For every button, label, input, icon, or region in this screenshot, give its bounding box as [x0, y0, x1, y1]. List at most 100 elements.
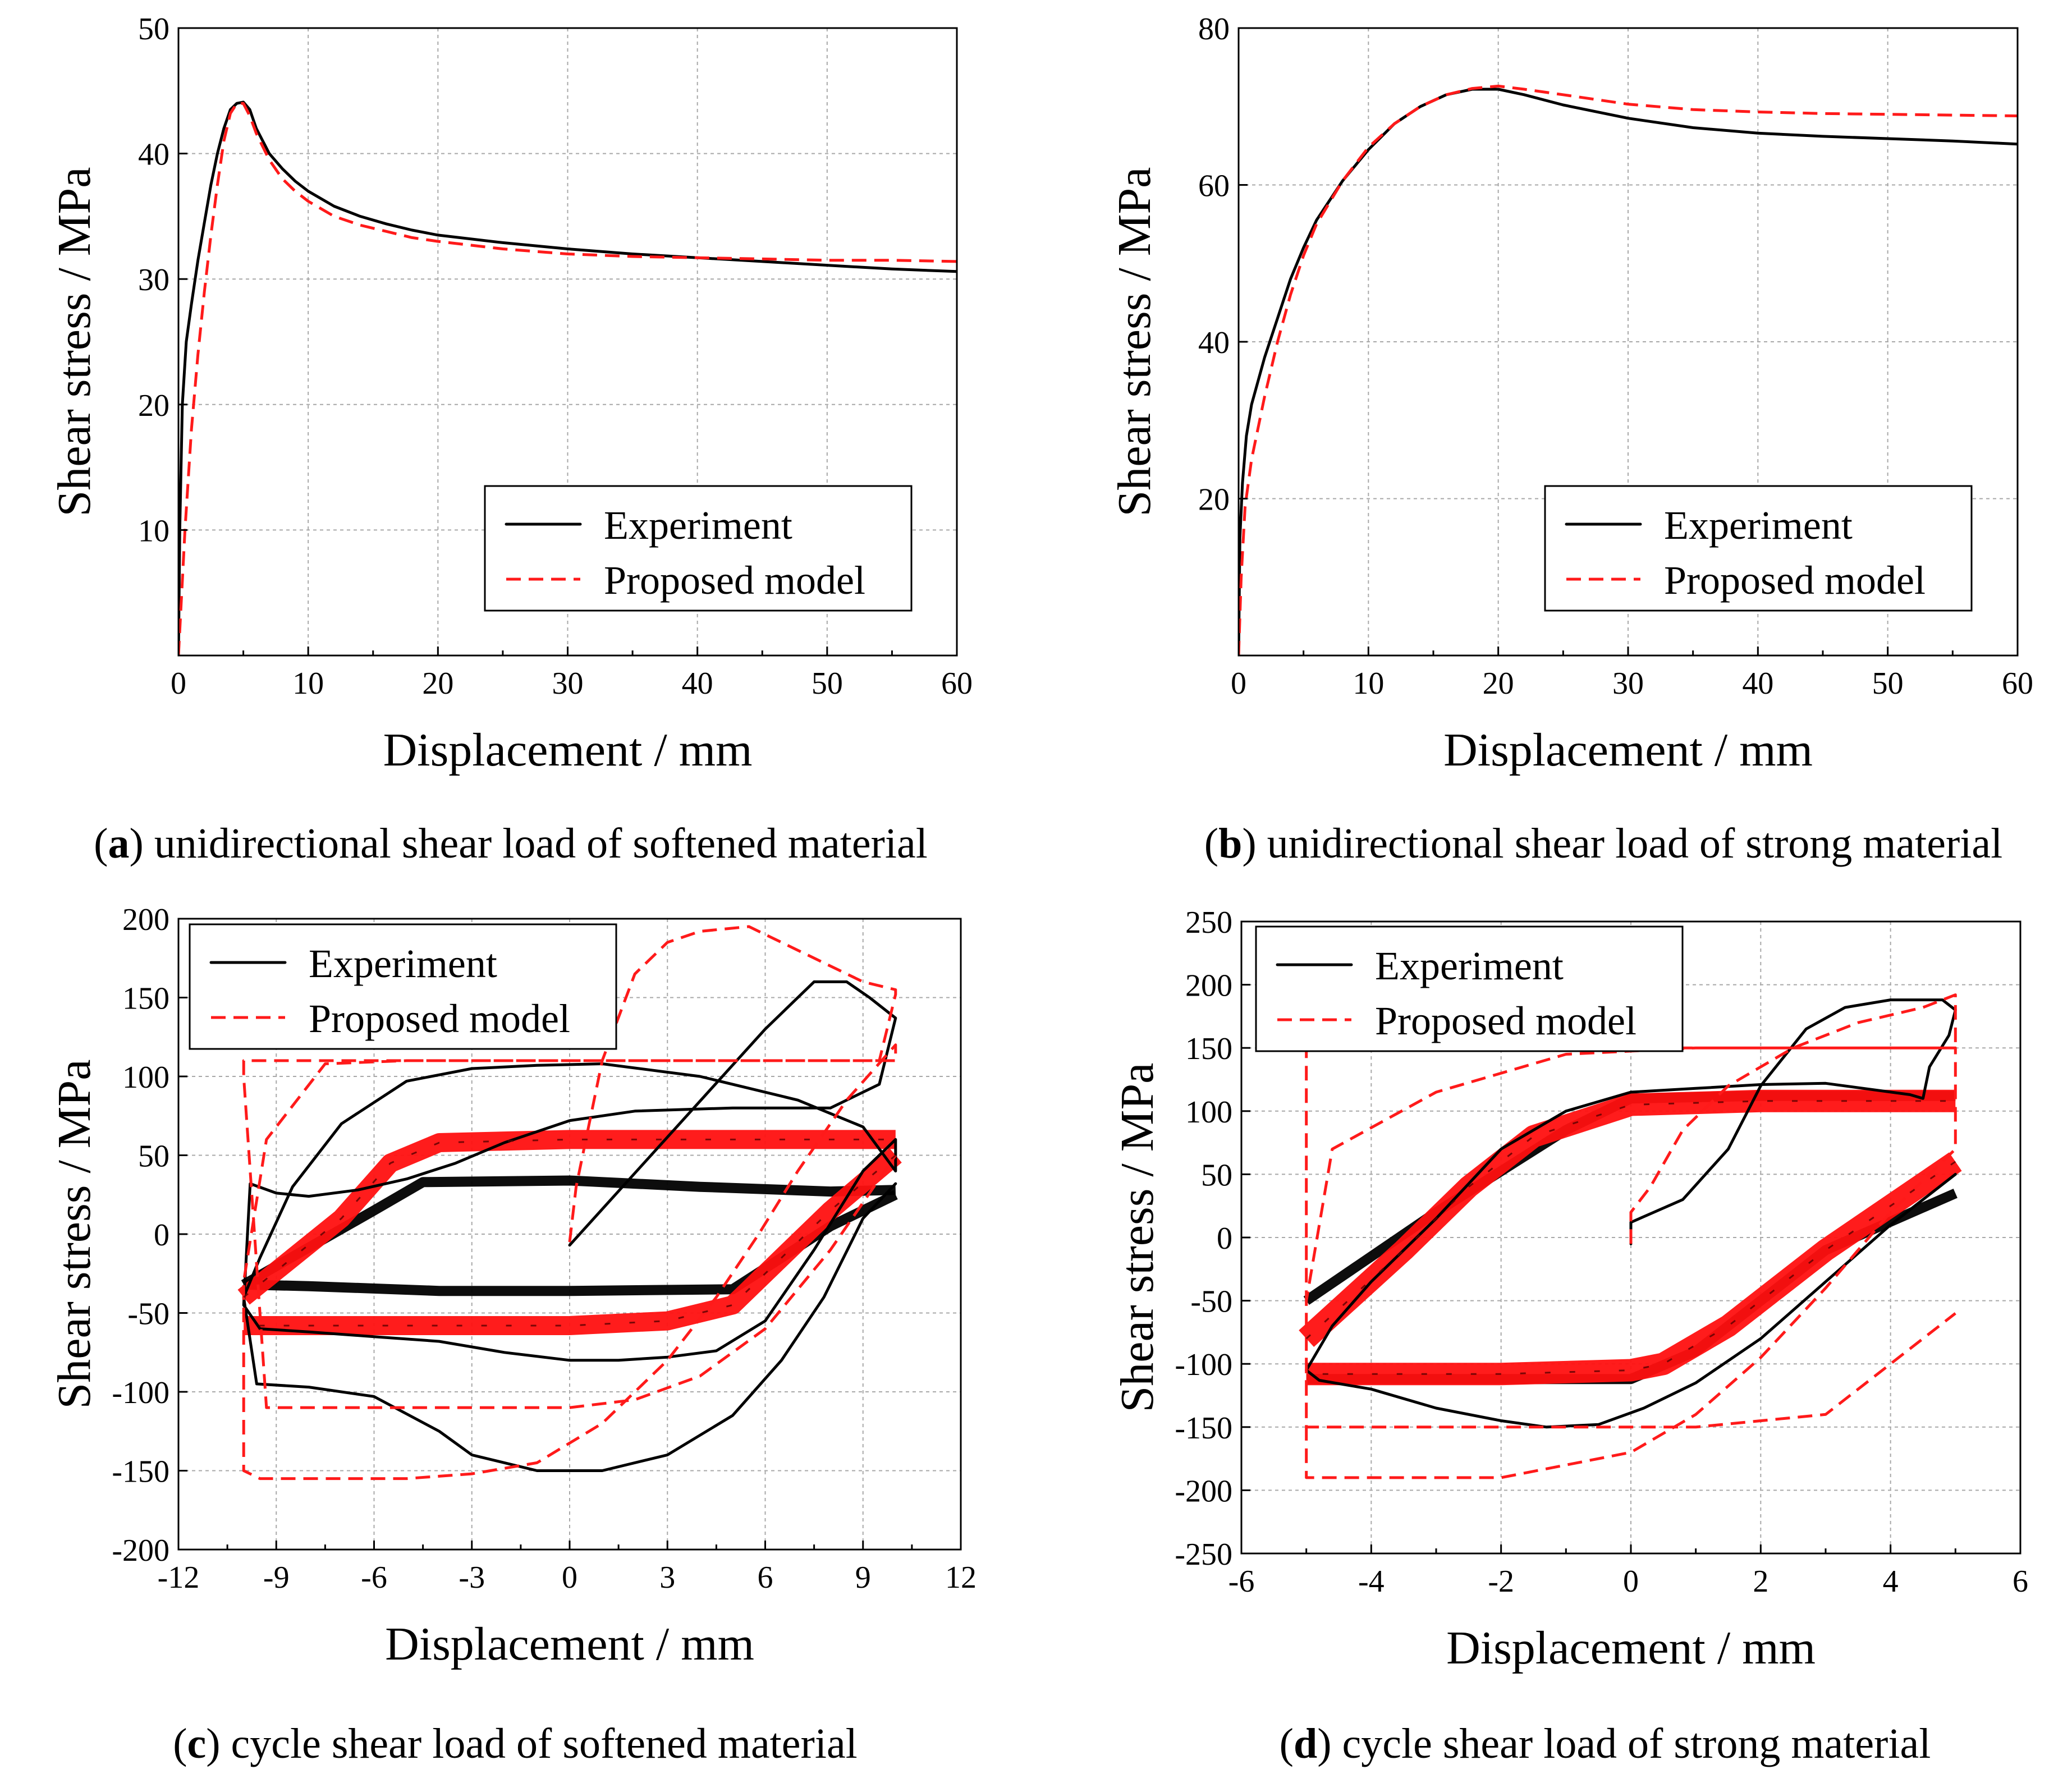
x-tick-label: 0 — [171, 666, 186, 701]
legend-box — [1255, 925, 1684, 1052]
x-tick-label: 6 — [758, 1560, 773, 1595]
x-tick-label: 50 — [1872, 666, 1904, 701]
x-tick-label: 0 — [1623, 1564, 1639, 1599]
y-tick-label: 150 — [122, 982, 169, 1016]
x-tick-label: -3 — [459, 1560, 485, 1595]
legend-box — [189, 923, 617, 1050]
y-tick-label: -150 — [112, 1455, 169, 1489]
y-tick-label: 20 — [1198, 483, 1230, 517]
legend-model-label: Proposed model — [1664, 558, 1926, 603]
x-tick-label: -12 — [158, 1560, 200, 1595]
x-tick-label: 4 — [1883, 1564, 1899, 1599]
series-group — [1239, 84, 2018, 656]
x-tick-label: 9 — [855, 1560, 871, 1595]
model-series-line — [1239, 84, 2018, 656]
legend-box — [484, 485, 913, 612]
panel-caption: (d) cycle shear load of strong material — [1280, 1720, 1931, 1767]
caption-letter: c — [187, 1720, 207, 1767]
legend: Experiment Proposed model — [189, 923, 617, 1050]
y-tick-label: 200 — [1185, 969, 1232, 1003]
legend-experiment-label: Experiment — [1664, 503, 1853, 548]
caption-paren-open: ( — [94, 820, 108, 867]
y-tick-label: -50 — [127, 1297, 169, 1332]
y-tick-label: 100 — [122, 1060, 169, 1095]
y-tick-label: -100 — [112, 1376, 169, 1410]
x-tick-label: 10 — [1353, 666, 1384, 701]
x-tick-label: 60 — [941, 666, 973, 701]
series-group — [178, 100, 957, 656]
chart-panel-b: 0 10 20 30 40 50 60 20 40 60 80 Displacement / mm Sh… — [1108, 12, 2033, 867]
model-series-line — [178, 102, 957, 656]
y-tick-label: -200 — [112, 1533, 169, 1568]
x-tick-label: 50 — [812, 666, 843, 701]
panel-caption: (b) unidirectional shear load of strong … — [1204, 820, 2002, 867]
y-tick-label: 10 — [138, 514, 169, 548]
y-tick-label: 250 — [1185, 905, 1232, 940]
legend-experiment-label: Experiment — [604, 503, 792, 548]
legend: Experiment Proposed model — [1255, 925, 1684, 1052]
caption-paren-open: ( — [1280, 1720, 1294, 1767]
y-tick-label: 0 — [1217, 1221, 1232, 1256]
series-group — [1299, 993, 1962, 1479]
x-tick-label: 40 — [1742, 666, 1773, 701]
y-tick-label: 100 — [1185, 1095, 1232, 1130]
caption-paren-close: ) — [1242, 820, 1256, 867]
series-group — [237, 925, 902, 1481]
caption-text: cycle shear load of softened material — [221, 1720, 858, 1767]
x-axis-label: Displacement / mm — [1446, 1622, 1816, 1674]
legend-model-label: Proposed model — [604, 558, 865, 603]
model-series-line — [242, 925, 897, 1481]
y-tick-label: 50 — [1201, 1158, 1232, 1193]
x-tick-label: -4 — [1358, 1564, 1385, 1599]
y-tick-label: 40 — [1198, 326, 1230, 360]
caption-text: unidirectional shear load of softened ma… — [144, 820, 928, 867]
y-tick-label: 60 — [1198, 169, 1230, 204]
legend-experiment-label: Experiment — [309, 941, 497, 986]
y-axis-label: Shear stress / MPa — [48, 1060, 100, 1409]
experiment-series-line — [1305, 998, 1957, 1429]
caption-paren-open: ( — [1204, 820, 1218, 867]
model-cycle-band — [244, 1148, 902, 1335]
chart-panel-d: -6 -4 -2 0 2 4 6 -250 -200 -150 -100 -50 0 50 100 150 20… — [1111, 905, 2028, 1767]
caption-text: unidirectional shear load of strong mate… — [1257, 820, 2003, 867]
caption-paren-close: ) — [206, 1720, 220, 1767]
y-axis-label: Shear stress / MPa — [48, 167, 100, 517]
y-tick-label: -200 — [1175, 1474, 1232, 1509]
y-axis-label: Shear stress / MPa — [1111, 1063, 1163, 1413]
x-tick-label: 60 — [2002, 666, 2033, 701]
x-tick-label: 40 — [682, 666, 713, 701]
caption-letter: b — [1218, 820, 1242, 867]
y-tick-label: 0 — [154, 1218, 169, 1253]
x-tick-label: 10 — [292, 666, 324, 701]
caption-paren-close: ) — [1317, 1720, 1331, 1767]
model-band-texture — [1306, 1161, 1956, 1375]
x-tick-label: 20 — [1483, 666, 1514, 701]
x-axis-label: Displacement / mm — [383, 724, 753, 776]
caption-paren-close: ) — [129, 820, 143, 867]
y-tick-label: 50 — [138, 1139, 169, 1174]
y-tick-label: 20 — [138, 388, 169, 423]
x-tick-label: 2 — [1753, 1564, 1768, 1599]
chart-panel-a: 0 10 20 30 40 50 60 10 20 30 40 50 Displacement / mm… — [48, 12, 973, 867]
x-tick-label: -6 — [1228, 1564, 1255, 1599]
y-tick-label: 150 — [1185, 1032, 1232, 1066]
x-tick-label: 6 — [2013, 1564, 2028, 1599]
x-axis-label: Displacement / mm — [385, 1618, 754, 1670]
y-tick-label: 200 — [122, 902, 169, 937]
legend: Experiment Proposed model — [484, 485, 913, 612]
x-tick-label: -6 — [361, 1560, 387, 1595]
y-tick-label: 80 — [1198, 12, 1230, 47]
legend-model-label: Proposed model — [1375, 998, 1636, 1043]
x-tick-label: 12 — [945, 1560, 977, 1595]
x-axis-label: Displacement / mm — [1443, 724, 1813, 776]
y-tick-label: 50 — [138, 12, 169, 47]
caption-letter: d — [1294, 1720, 1317, 1767]
model-band-texture — [1305, 1100, 1956, 1340]
y-tick-label: -250 — [1175, 1537, 1232, 1572]
y-axis-label: Shear stress / MPa — [1108, 167, 1161, 517]
y-tick-label: 40 — [138, 137, 169, 172]
panel-caption: (c) cycle shear load of softened materia… — [173, 1720, 858, 1767]
x-tick-label: 30 — [1612, 666, 1644, 701]
experiment-series-line — [242, 980, 897, 1472]
